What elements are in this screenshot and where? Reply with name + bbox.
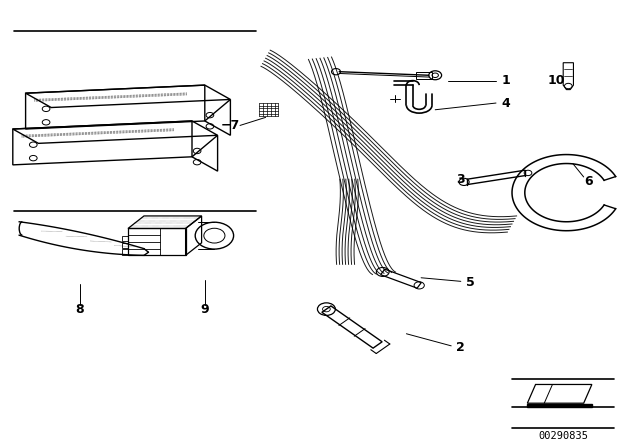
Text: 6: 6 bbox=[584, 175, 593, 188]
Text: 8: 8 bbox=[76, 302, 84, 316]
Bar bbox=[527, 404, 592, 407]
Bar bbox=[122, 243, 128, 248]
Text: 9: 9 bbox=[200, 302, 209, 316]
Bar bbox=[416, 72, 432, 79]
Bar bbox=[122, 249, 128, 254]
Text: 1: 1 bbox=[501, 74, 510, 87]
Text: 3: 3 bbox=[456, 172, 465, 186]
Bar bbox=[122, 236, 128, 241]
Text: 4: 4 bbox=[501, 96, 510, 110]
Text: −7: −7 bbox=[221, 119, 240, 132]
Text: 5: 5 bbox=[466, 276, 475, 289]
Text: 2: 2 bbox=[456, 340, 465, 354]
Text: 10: 10 bbox=[548, 74, 566, 87]
Text: 00290835: 00290835 bbox=[538, 431, 588, 441]
